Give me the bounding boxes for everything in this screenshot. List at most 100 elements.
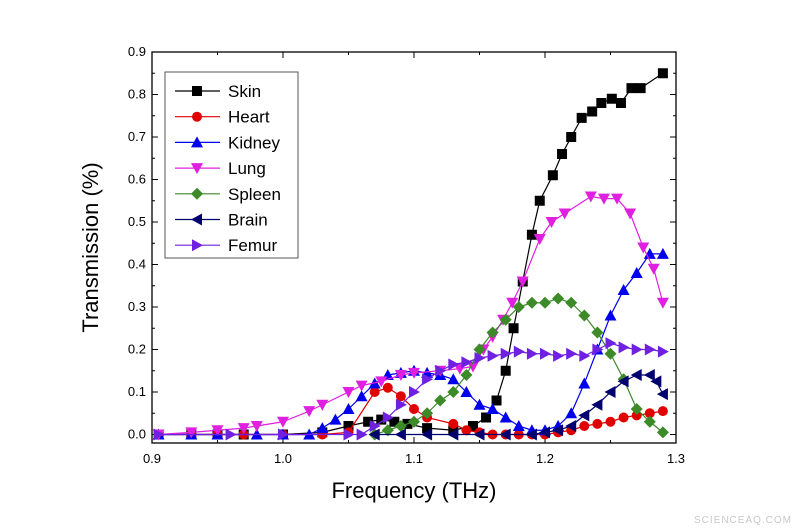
data-point	[526, 347, 538, 360]
data-point	[605, 416, 616, 427]
data-point	[631, 410, 642, 421]
data-point	[587, 106, 598, 117]
data-point	[591, 326, 604, 339]
data-point	[512, 420, 525, 431]
legend-box	[164, 71, 299, 259]
data-point	[491, 395, 502, 406]
x-tick-label: 1.3	[667, 451, 685, 466]
data-point	[578, 309, 591, 322]
series-femur	[153, 337, 669, 441]
y-tick-label: 0.2	[128, 342, 146, 357]
series-line	[158, 342, 663, 436]
data-point	[474, 352, 486, 364]
x-axis-label: Frequency (THz)	[331, 478, 496, 503]
data-point	[539, 296, 551, 309]
data-point	[618, 341, 630, 354]
data-point	[486, 326, 499, 339]
data-point	[408, 415, 420, 428]
data-point	[473, 343, 486, 356]
data-point	[578, 409, 590, 422]
data-point	[579, 421, 590, 431]
data-point	[448, 418, 459, 429]
data-point	[499, 313, 512, 326]
data-point	[552, 292, 565, 305]
data-point	[513, 345, 525, 358]
data-point	[395, 391, 406, 402]
legend-label: Heart	[228, 108, 270, 127]
y-axis-label: Transmission (%)	[78, 162, 103, 332]
data-point	[635, 83, 646, 94]
data-point	[592, 418, 603, 429]
data-point	[584, 191, 597, 203]
data-point	[605, 337, 617, 350]
data-point	[316, 422, 329, 434]
data-point	[576, 112, 587, 123]
data-point	[516, 276, 529, 288]
y-tick-label: 0.3	[128, 299, 146, 314]
data-point	[657, 406, 668, 417]
x-tick-label: 0.9	[143, 451, 161, 466]
data-point	[525, 428, 537, 441]
data-point	[631, 343, 643, 356]
x-tick-label: 1.1	[405, 451, 423, 466]
data-point	[381, 424, 394, 437]
data-point	[540, 347, 551, 360]
data-point	[506, 297, 519, 309]
data-point	[467, 421, 478, 431]
data-point	[460, 386, 473, 397]
legend-marker	[192, 239, 203, 252]
data-point	[481, 412, 492, 423]
legend-marker	[191, 213, 202, 226]
data-point	[630, 403, 643, 415]
data-point	[637, 242, 650, 254]
y-tick-label: 0.6	[128, 172, 146, 187]
data-point	[389, 416, 400, 427]
data-point	[534, 195, 545, 206]
legend-marker	[192, 86, 202, 96]
x-tick-label: 1.0	[274, 451, 292, 466]
data-point	[566, 132, 577, 142]
data-point	[225, 428, 237, 441]
data-point	[591, 398, 603, 411]
data-point	[487, 349, 499, 362]
data-point	[343, 428, 355, 441]
data-point	[565, 407, 578, 419]
data-point	[434, 394, 447, 407]
data-point	[508, 323, 519, 334]
data-point	[499, 428, 511, 441]
data-point	[466, 361, 479, 373]
legend: Skin Heart Kidney Lung Spleen Brain Femur	[164, 71, 299, 259]
legend-marker	[192, 111, 202, 122]
data-point	[539, 426, 550, 439]
data-point	[394, 420, 407, 432]
legend-label: Skin	[228, 82, 261, 101]
data-point	[316, 399, 329, 411]
y-tick-label: 0.1	[128, 384, 146, 399]
data-point	[211, 425, 224, 437]
data-point	[473, 428, 485, 441]
data-point	[565, 420, 577, 432]
legend-marker	[191, 187, 203, 200]
data-point	[447, 373, 460, 385]
data-point	[557, 149, 568, 159]
data-point	[500, 365, 511, 376]
data-point	[278, 428, 289, 441]
data-point	[382, 411, 394, 424]
series-line	[374, 297, 664, 436]
legend-marker	[191, 163, 203, 175]
data-point	[356, 428, 368, 441]
data-point	[250, 421, 263, 432]
data-point	[394, 370, 407, 381]
data-point	[421, 428, 433, 441]
data-point	[525, 296, 538, 309]
data-point	[382, 382, 393, 393]
data-point	[656, 388, 668, 401]
data-point	[553, 349, 565, 362]
data-point	[447, 386, 460, 398]
data-point	[630, 267, 643, 278]
data-point	[617, 284, 630, 295]
series-spleen	[368, 292, 669, 441]
data-point	[355, 380, 368, 392]
data-point	[624, 208, 637, 220]
